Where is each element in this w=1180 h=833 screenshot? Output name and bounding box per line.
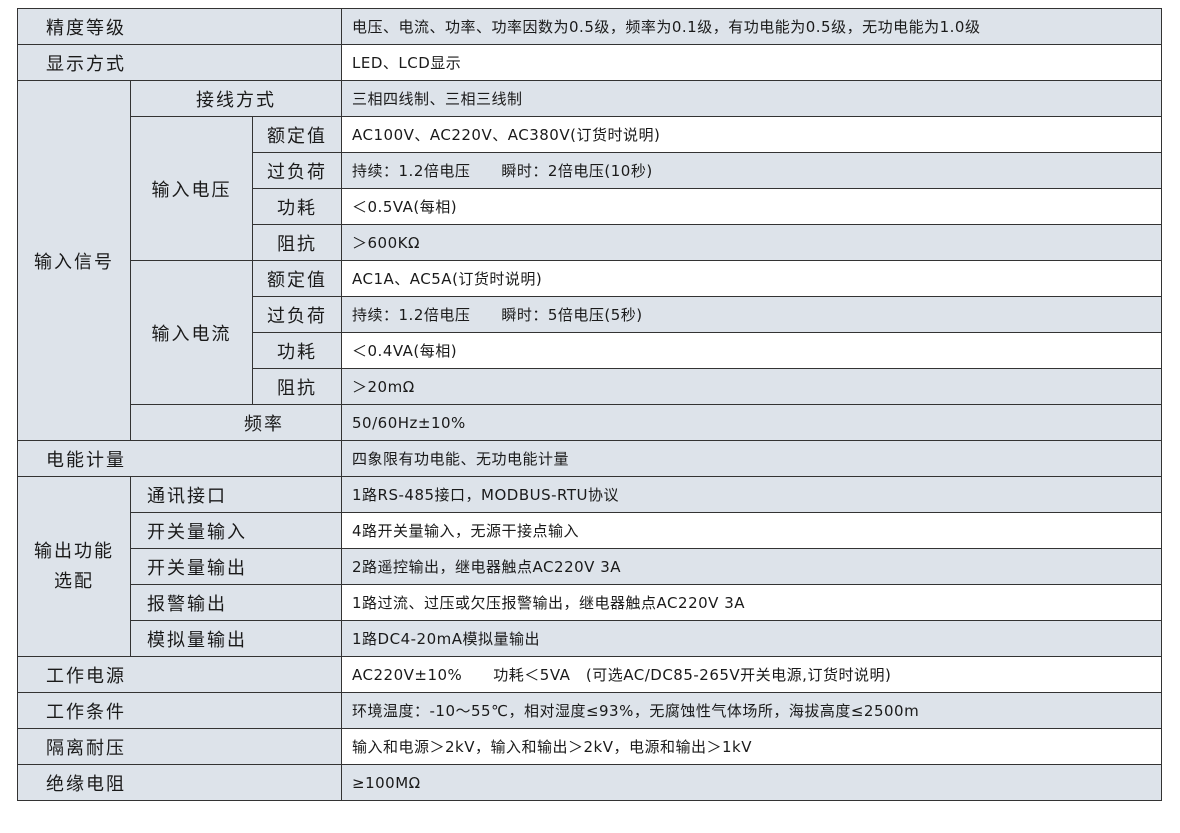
row-label: 报警输出 — [129, 584, 343, 621]
table-row: 电能计量 四象限有功电能、无功电能计量 — [16, 440, 1162, 477]
group-label-input-voltage: 输入电压 — [130, 116, 253, 261]
group-label-line: 输出功能 — [34, 540, 114, 562]
row-label: 工作电源 — [16, 656, 343, 693]
row-value: 四象限有功电能、无功电能计量 — [341, 440, 1162, 477]
row-label: 显示方式 — [16, 44, 343, 81]
row-label: 频率 — [129, 404, 343, 441]
row-value: 三相四线制、三相三线制 — [341, 80, 1162, 117]
row-value: 1路RS-485接口，MODBUS-RTU协议 — [341, 476, 1162, 513]
row-label: 隔离耐压 — [16, 728, 343, 765]
table-row: 输入信号 接线方式 三相四线制、三相三线制 — [17, 80, 1162, 441]
table-row: 过负荷 持续：1.2倍电压 瞬时：5倍电压(5秒) — [18, 296, 1162, 333]
row-value: AC100V、AC220V、AC380V(订货时说明) — [341, 116, 1162, 153]
table-row: 精度等级 电压、电流、功率、功率因数为0.5级，频率为0.1级，有功电能为0.5… — [16, 8, 1162, 45]
table-row: 过负荷 持续：1.2倍电压 瞬时：2倍电压(10秒) — [18, 152, 1162, 189]
row-value: LED、LCD显示 — [341, 44, 1162, 81]
group-label-input-signal: 输入信号 — [17, 80, 131, 441]
table-row: 工作电源 AC220V±10% 功耗＜5VA (可选AC/DC85-265V开关… — [16, 656, 1162, 693]
row-value: 1路DC4-20mA模拟量输出 — [341, 620, 1162, 657]
row-value: ＜0.5VA(每相) — [341, 188, 1162, 225]
table-row: 频率 50/60Hz±10% — [18, 404, 1162, 441]
row-label: 通讯接口 — [129, 476, 343, 513]
row-value: 4路开关量输入，无源干接点输入 — [341, 512, 1162, 549]
row-value: 持续：1.2倍电压 瞬时：5倍电压(5秒) — [341, 296, 1162, 333]
row-label: 工作条件 — [16, 692, 343, 729]
row-value: AC220V±10% 功耗＜5VA (可选AC/DC85-265V开关电源,订货… — [341, 656, 1162, 693]
row-value: 电压、电流、功率、功率因数为0.5级，频率为0.1级，有功电能为0.5级，无功电… — [341, 8, 1162, 45]
table-row: 报警输出 1路过流、过压或欠压报警输出，继电器触点AC220V 3A — [18, 584, 1162, 621]
table-row: 阻抗 ＞600KΩ — [18, 224, 1162, 261]
row-value: 持续：1.2倍电压 瞬时：2倍电压(10秒) — [341, 152, 1162, 189]
row-label: 功耗 — [251, 332, 343, 369]
row-label: 额定值 — [251, 116, 343, 153]
row-value: ≥100MΩ — [341, 764, 1162, 801]
row-label: 电能计量 — [16, 440, 343, 477]
row-label: 精度等级 — [16, 8, 343, 45]
row-value: 输入和电源＞2kV，输入和输出＞2kV，电源和输出＞1kV — [341, 728, 1162, 765]
table-row: 模拟量输出 1路DC4-20mA模拟量输出 — [18, 620, 1162, 657]
row-value: ＞20mΩ — [341, 368, 1162, 405]
group-label-line: 选配 — [54, 570, 94, 592]
row-label: 额定值 — [251, 260, 343, 297]
table-row: 开关量输入 4路开关量输入，无源干接点输入 — [18, 512, 1162, 549]
table-row: 功耗 ＜0.4VA(每相) — [18, 332, 1162, 369]
group-label-output: 输出功能 选配 — [17, 476, 131, 657]
row-label: 阻抗 — [251, 224, 343, 261]
table-row: 隔离耐压 输入和电源＞2kV，输入和输出＞2kV，电源和输出＞1kV — [16, 728, 1162, 765]
row-label: 阻抗 — [251, 368, 343, 405]
row-label: 过负荷 — [251, 152, 343, 189]
row-value: 1路过流、过压或欠压报警输出，继电器触点AC220V 3A — [341, 584, 1162, 621]
row-label: 绝缘电阻 — [16, 764, 343, 801]
table-row: 阻抗 ＞20mΩ — [18, 368, 1162, 405]
row-value: 50/60Hz±10% — [341, 404, 1162, 441]
row-label: 开关量输入 — [129, 512, 343, 549]
row-value: AC1A、AC5A(订货时说明) — [341, 260, 1162, 297]
row-value: ＞600KΩ — [341, 224, 1162, 261]
table-row: 输入电流 额定值 AC1A、AC5A(订货时说明) — [18, 260, 1162, 405]
row-label: 开关量输出 — [129, 548, 343, 585]
table-row: 输出功能 选配 通讯接口 1路RS-485接口，MODBUS-RTU协议 — [17, 476, 1162, 657]
row-value: 2路遥控输出，继电器触点AC220V 3A — [341, 548, 1162, 585]
spec-table: 精度等级 电压、电流、功率、功率因数为0.5级，频率为0.1级，有功电能为0.5… — [16, 8, 1162, 801]
table-row: 显示方式 LED、LCD显示 — [16, 44, 1162, 81]
row-label: 模拟量输出 — [129, 620, 343, 657]
row-label: 过负荷 — [251, 296, 343, 333]
group-label-input-current: 输入电流 — [130, 260, 253, 405]
table-row: 功耗 ＜0.5VA(每相) — [18, 188, 1162, 225]
table-row: 输入电压 额定值 AC100V、AC220V、AC380V(订货时说明) — [18, 116, 1162, 261]
table-row: 工作条件 环境温度：-10～55℃，相对湿度≤93%，无腐蚀性气体场所，海拔高度… — [16, 692, 1162, 729]
row-value: 环境温度：-10～55℃，相对湿度≤93%，无腐蚀性气体场所，海拔高度≤2500… — [341, 692, 1162, 729]
row-label: 功耗 — [251, 188, 343, 225]
row-label: 接线方式 — [129, 80, 343, 117]
row-value: ＜0.4VA(每相) — [341, 332, 1162, 369]
table-row: 开关量输出 2路遥控输出，继电器触点AC220V 3A — [18, 548, 1162, 585]
table-row: 绝缘电阻 ≥100MΩ — [16, 764, 1162, 801]
